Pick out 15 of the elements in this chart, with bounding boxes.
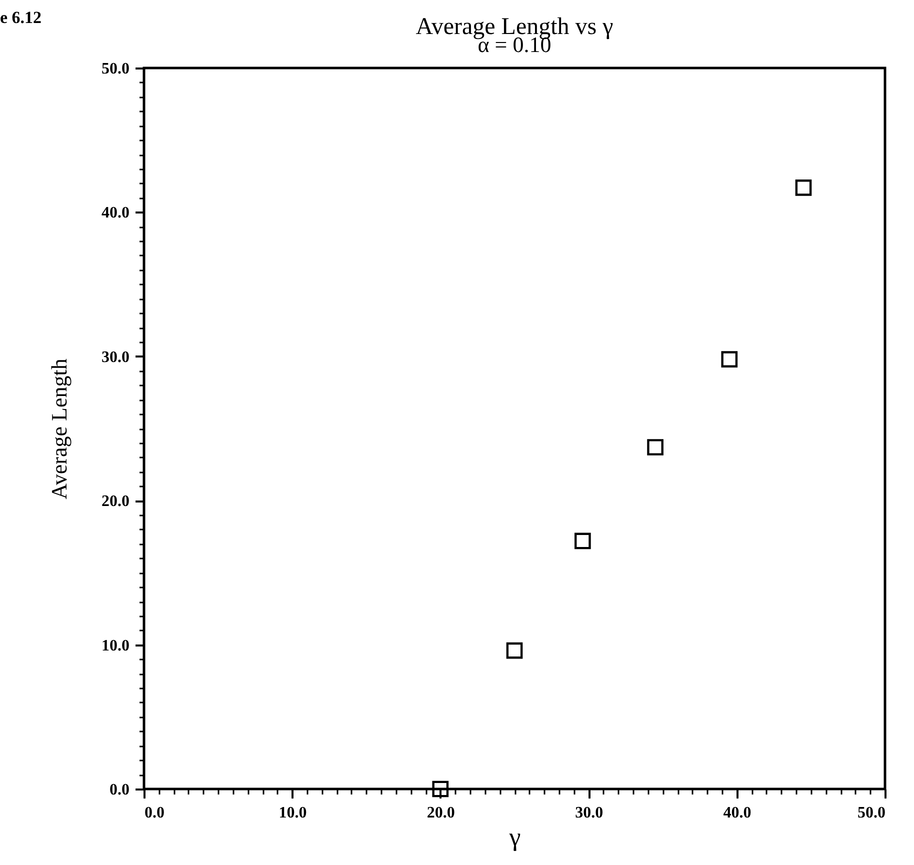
x-tick-label: 40.0 [723, 804, 752, 822]
x-tick-label: 10.0 [278, 804, 307, 822]
x-tick-label: 50.0 [858, 804, 886, 822]
x-tick-label: 0.0 [144, 804, 164, 822]
y-axis-title: Average Length [46, 358, 72, 500]
y-tick-label: 0.0 [110, 782, 130, 798]
y-tick-label: 30.0 [102, 348, 130, 366]
x-axis-title: γ [508, 822, 521, 852]
y-tick-label: 50.0 [102, 60, 130, 78]
y-tick-label: 10.0 [102, 637, 130, 654]
y-tick-label: 20.0 [102, 493, 130, 510]
x-tick-label: 20.0 [426, 804, 455, 822]
y-tick-label: 40.0 [102, 204, 130, 222]
x-tick-label: 30.0 [575, 804, 604, 822]
text: e 6.12 [0, 8, 42, 28]
